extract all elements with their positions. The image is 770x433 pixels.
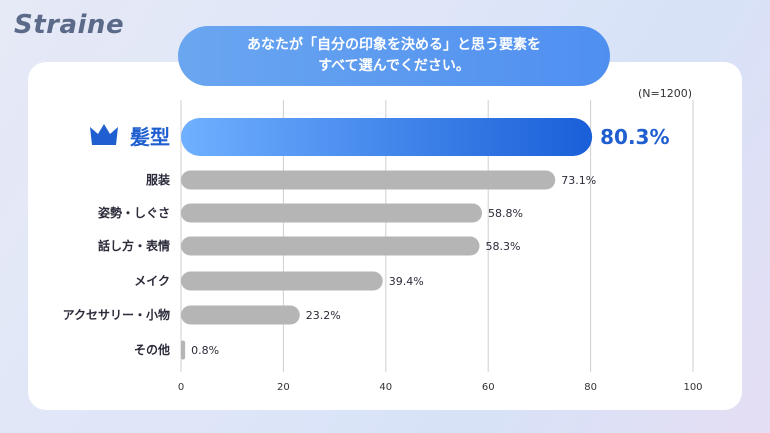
category-label: 姿勢・しぐさ xyxy=(98,205,170,220)
category-label: アクセサリー・小物 xyxy=(63,307,170,322)
question-line-2: すべて選んでください。 xyxy=(318,58,470,74)
question-line-1: あなたが「自分の印象を決める」と思う要素を xyxy=(247,37,541,53)
category-label: その他 xyxy=(134,342,170,357)
value-label: 23.2% xyxy=(306,309,341,322)
bar xyxy=(181,236,480,256)
category-label: 髪型 xyxy=(129,125,170,149)
labels: 0 20 40 60 80 100 髪型 80.3% 服装 73.1% 姿勢・しぐさ 58.8% 話し方… xyxy=(63,124,703,393)
question-banner: あなたが「自分の印象を決める」と思う要素を すべて選んでください。 xyxy=(178,26,610,86)
bar-highlight xyxy=(181,118,593,156)
bar xyxy=(181,340,186,360)
value-label: 0.8% xyxy=(191,344,219,357)
x-tick-label: 40 xyxy=(379,382,392,393)
bars xyxy=(181,118,593,360)
bar xyxy=(181,203,483,223)
x-tick-label: 80 xyxy=(584,382,597,393)
value-label: 39.4% xyxy=(389,275,424,288)
bar xyxy=(181,271,383,291)
bar xyxy=(181,305,300,325)
category-label: 話し方・表情 xyxy=(98,238,170,253)
value-label: 80.3% xyxy=(600,125,669,149)
crown-icon xyxy=(90,124,118,145)
x-tick-label: 100 xyxy=(683,382,702,393)
category-label: メイク xyxy=(134,274,170,288)
x-tick-label: 0 xyxy=(178,382,184,393)
category-label: 服装 xyxy=(146,172,170,187)
x-tick-label: 60 xyxy=(482,382,495,393)
bar xyxy=(181,170,556,190)
value-label: 73.1% xyxy=(561,174,596,187)
sample-size-label: (N=1200) xyxy=(638,87,693,100)
value-label: 58.3% xyxy=(485,240,520,253)
x-tick-label: 20 xyxy=(277,382,290,393)
value-label: 58.8% xyxy=(488,207,523,220)
brand-logo: Straine xyxy=(14,10,125,40)
